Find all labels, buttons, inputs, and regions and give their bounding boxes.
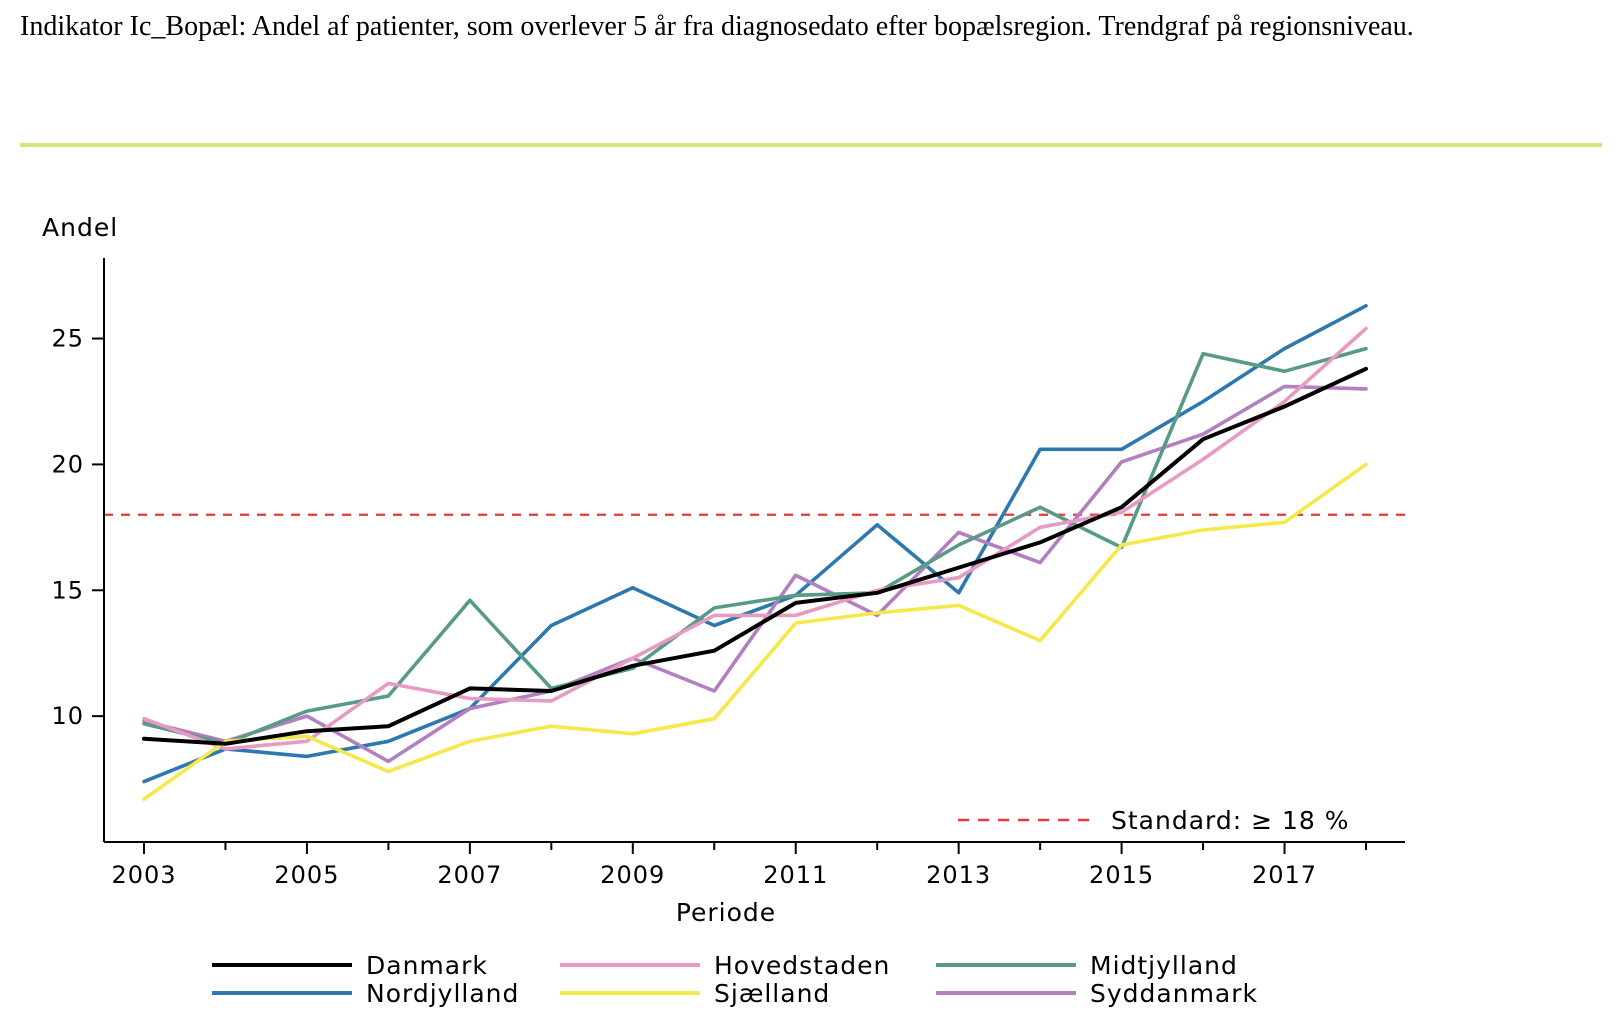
legend-label-hovedstaden: Hovedstaden [714, 951, 890, 980]
series-line-sjaelland [142, 462, 1368, 802]
y-tick-label: 10 [51, 702, 84, 730]
y-axis-label: Andel [42, 213, 118, 242]
legend-label-sjaelland: Sjælland [714, 979, 830, 1008]
series-line-syddanmark [142, 384, 1368, 764]
x-tick-label: 2007 [437, 861, 502, 889]
legend-label-danmark: Danmark [366, 951, 488, 980]
header-divider [20, 143, 1602, 147]
x-tick-label: 2013 [926, 861, 991, 889]
x-tick-label: 2011 [763, 861, 828, 889]
reference-legend-label: Standard: ≥ 18 % [1111, 806, 1350, 835]
x-tick-label: 2017 [1252, 861, 1317, 889]
axes-layer [103, 258, 1405, 843]
y-tick-label: 20 [51, 450, 84, 478]
legend-label-syddanmark: Syddanmark [1090, 979, 1258, 1008]
series-line-midtjylland [142, 346, 1368, 746]
x-axis-label: Periode [676, 898, 776, 927]
series-layer [142, 303, 1368, 802]
y-tick-label: 25 [51, 325, 84, 353]
x-tick-label: 2005 [274, 861, 339, 889]
legend: Danmark Hovedstaden Midtjylland Nordjylland… [212, 951, 1258, 1008]
series-line-danmark [142, 366, 1368, 746]
document-title: Indikator Ic_Bopæl: Andel af patienter, … [20, 11, 1414, 42]
x-tick-label: 2015 [1089, 861, 1154, 889]
series-line-hovedstaden [142, 326, 1368, 751]
ticks-layer: 10 15 20 25 2003 2005 2007 2009 2011 2013 2015 2017 [51, 325, 1367, 889]
reference-legend: Standard: ≥ 18 % [958, 806, 1350, 835]
y-tick-label: 15 [51, 576, 84, 604]
x-tick-label: 2009 [600, 861, 665, 889]
series-line-nordjylland [142, 303, 1368, 784]
x-tick-label: 2003 [111, 861, 176, 889]
legend-label-midtjylland: Midtjylland [1090, 951, 1238, 980]
legend-label-nordjylland: Nordjylland [366, 979, 519, 1008]
